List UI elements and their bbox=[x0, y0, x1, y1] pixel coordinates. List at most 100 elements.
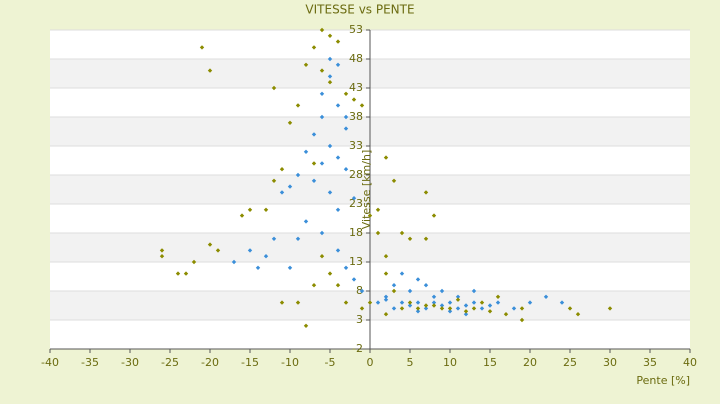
x-tick-label: -40 bbox=[41, 356, 59, 369]
point bbox=[367, 213, 373, 218]
point bbox=[319, 254, 325, 259]
point bbox=[159, 248, 165, 253]
point bbox=[567, 306, 573, 311]
point bbox=[287, 265, 293, 270]
point bbox=[407, 300, 413, 305]
point bbox=[423, 236, 429, 241]
point bbox=[495, 300, 501, 305]
point bbox=[311, 161, 317, 166]
point bbox=[343, 167, 349, 172]
point bbox=[431, 303, 437, 308]
point bbox=[327, 74, 333, 79]
point bbox=[359, 103, 365, 108]
point bbox=[383, 312, 389, 317]
point bbox=[335, 103, 341, 108]
point bbox=[399, 300, 405, 305]
point bbox=[343, 126, 349, 131]
point bbox=[343, 114, 349, 120]
point bbox=[431, 300, 437, 305]
x-tick-label: -35 bbox=[81, 356, 99, 369]
y-tick-label: 33 bbox=[349, 139, 363, 152]
y-tick-label: 8 bbox=[356, 284, 363, 297]
point bbox=[247, 248, 253, 253]
point bbox=[319, 230, 325, 236]
y-tick-label: 43 bbox=[349, 81, 363, 94]
point bbox=[343, 300, 349, 305]
point bbox=[415, 277, 421, 282]
point bbox=[279, 300, 285, 305]
point bbox=[175, 271, 181, 276]
point bbox=[343, 91, 349, 96]
point bbox=[247, 207, 253, 212]
x-tick-label: 10 bbox=[443, 356, 457, 369]
point bbox=[607, 306, 613, 311]
point bbox=[543, 294, 549, 299]
point bbox=[351, 97, 357, 102]
point bbox=[159, 254, 165, 259]
point bbox=[271, 236, 277, 241]
point bbox=[279, 167, 285, 172]
point bbox=[575, 312, 581, 317]
point bbox=[383, 254, 389, 259]
point bbox=[271, 85, 277, 91]
point bbox=[375, 300, 381, 305]
point bbox=[391, 178, 397, 183]
point bbox=[335, 283, 341, 288]
point bbox=[215, 248, 221, 253]
point bbox=[303, 62, 309, 67]
point bbox=[423, 306, 429, 311]
point bbox=[287, 120, 293, 125]
x-tick-label: 15 bbox=[483, 356, 497, 369]
point bbox=[319, 27, 325, 33]
x-tick-label: 0 bbox=[367, 356, 374, 369]
point bbox=[399, 230, 405, 236]
point bbox=[527, 300, 533, 305]
point bbox=[455, 306, 461, 311]
point bbox=[327, 190, 333, 195]
point bbox=[519, 317, 525, 323]
point bbox=[319, 114, 325, 120]
point bbox=[487, 309, 493, 314]
point bbox=[311, 132, 317, 137]
point bbox=[479, 300, 485, 305]
y-tick-label: 18 bbox=[349, 226, 363, 239]
y-tick-label: -2 bbox=[352, 342, 363, 355]
point bbox=[439, 303, 445, 308]
point bbox=[263, 254, 269, 259]
point bbox=[503, 312, 509, 317]
x-tick-label: 20 bbox=[523, 356, 537, 369]
point bbox=[311, 178, 317, 183]
point bbox=[311, 45, 317, 50]
x-tick-label: -25 bbox=[161, 356, 179, 369]
point bbox=[303, 323, 309, 328]
point bbox=[255, 265, 261, 270]
point bbox=[319, 68, 325, 73]
point bbox=[447, 306, 453, 311]
x-axis-label: Pente [%] bbox=[636, 374, 690, 387]
point bbox=[487, 303, 493, 308]
point bbox=[423, 303, 429, 308]
point bbox=[471, 300, 477, 305]
point bbox=[415, 300, 421, 305]
point bbox=[319, 161, 325, 166]
point bbox=[471, 306, 477, 311]
x-tick-label: -20 bbox=[201, 356, 219, 369]
point bbox=[519, 306, 525, 311]
y-tick-label: 53 bbox=[349, 23, 363, 36]
y-tick-label: 13 bbox=[349, 255, 363, 268]
point bbox=[463, 312, 469, 317]
point bbox=[495, 294, 501, 299]
point bbox=[311, 283, 317, 288]
point bbox=[367, 300, 373, 305]
point bbox=[399, 306, 405, 311]
point bbox=[431, 294, 437, 299]
point bbox=[183, 271, 189, 276]
point bbox=[295, 236, 301, 241]
point bbox=[431, 213, 437, 218]
point bbox=[423, 283, 429, 288]
y-axis-label: Vitesse [km/h] bbox=[360, 150, 373, 230]
point bbox=[327, 271, 333, 276]
point bbox=[383, 155, 389, 160]
x-tick-label: -30 bbox=[121, 356, 139, 369]
point bbox=[463, 309, 469, 314]
